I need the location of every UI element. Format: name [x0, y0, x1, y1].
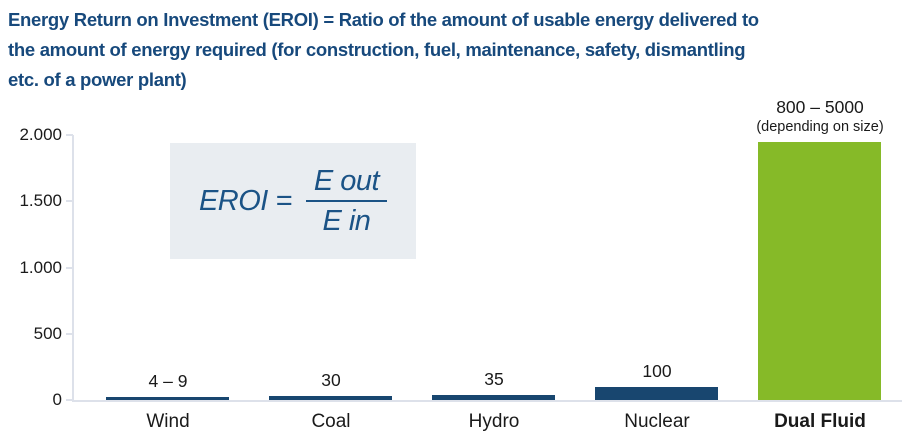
y-axis-tick-label: 1.000 [19, 257, 62, 277]
bar-wind [106, 397, 229, 400]
x-axis-baseline [72, 400, 902, 402]
value-label-group-wind: 4 – 9 [58, 371, 278, 392]
formula-fraction: E out E in [305, 164, 388, 238]
value-sublabel-dual-fluid: (depending on size) [756, 119, 884, 135]
value-label-group-dual-fluid: 800 – 5000 (depending on size) [710, 97, 911, 137]
bar-hydro [432, 395, 555, 400]
value-label-dual-fluid: 800 – 5000 [776, 97, 864, 117]
y-axis-tick-label: 1.500 [19, 191, 62, 211]
bar-nuclear [595, 387, 718, 400]
y-axis-tick [66, 134, 73, 136]
x-label-wind: Wind [146, 411, 190, 432]
chart-title: Energy Return on Investment (EROI) = Rat… [8, 5, 908, 95]
title-line: Energy Return on Investment (EROI) = Rat… [8, 9, 759, 30]
formula-numerator: E out [313, 165, 380, 197]
formula-lhs: EROI = [198, 184, 292, 217]
y-axis-tick [66, 200, 73, 203]
x-label-coal: Coal [311, 411, 351, 432]
y-axis-tick-label: 2.000 [19, 125, 62, 144]
value-label-group-coal: 30 [221, 370, 441, 391]
y-axis-tick [66, 399, 73, 401]
bar-coal [269, 396, 392, 400]
x-label-hydro: Hydro [468, 411, 520, 432]
y-axis-tick-label: 0 [52, 390, 62, 409]
bar-dual-fluid [758, 142, 881, 400]
value-label-group-hydro: 35 [384, 369, 604, 390]
value-label-hydro: 35 [484, 369, 504, 389]
title-line: etc. of a power plant) [8, 69, 187, 90]
x-label-nuclear: Nuclear [624, 411, 690, 432]
y-axis-tick [66, 332, 73, 335]
y-axis-tick-label: 500 [33, 323, 62, 343]
title-line: the amount of energy required (for const… [8, 39, 746, 60]
y-axis-line [72, 135, 74, 401]
y-axis-tick [66, 266, 73, 269]
fraction-line [305, 200, 388, 202]
x-label-dual-fluid: Dual Fluid [774, 411, 866, 432]
formula-box: EROI = E out E in [170, 143, 416, 259]
value-label-nuclear: 100 [642, 361, 672, 381]
value-label-group-nuclear: 100 [547, 361, 767, 382]
formula-denominator: E in [322, 205, 371, 237]
value-label-coal: 30 [321, 370, 341, 390]
value-label-wind: 4 – 9 [148, 371, 188, 391]
